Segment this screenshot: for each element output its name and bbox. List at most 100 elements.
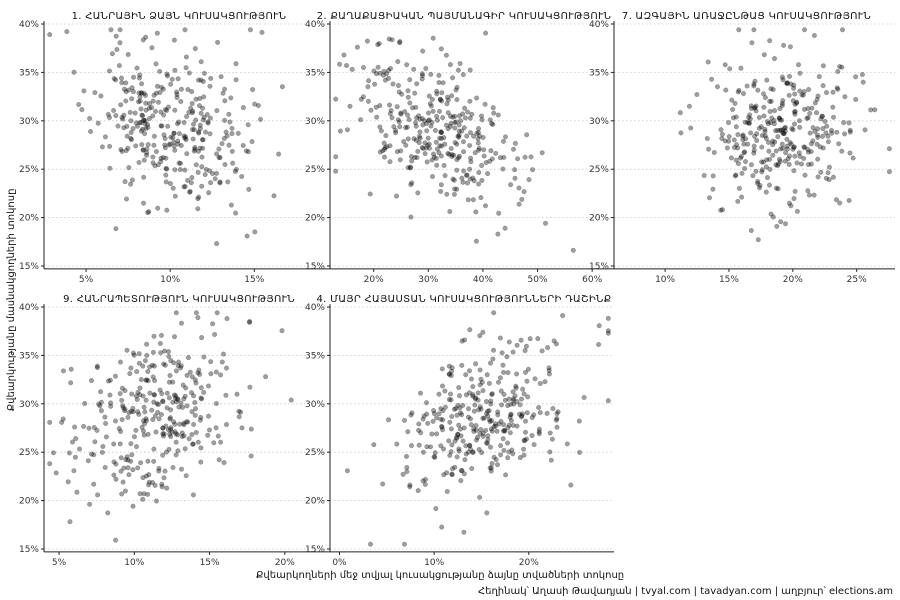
data-point (238, 409, 244, 415)
data-point (724, 145, 730, 151)
data-point (179, 430, 185, 436)
data-point (438, 443, 444, 449)
data-point (455, 431, 461, 437)
data-point (119, 114, 125, 120)
data-point (742, 165, 748, 171)
data-point (792, 111, 798, 117)
data-point (212, 332, 218, 338)
data-point (68, 380, 74, 386)
data-point (144, 121, 150, 127)
data-point (508, 401, 514, 407)
data-point (365, 98, 371, 104)
data-point (141, 117, 147, 123)
data-point (389, 37, 395, 43)
data-point (511, 146, 517, 152)
data-point (447, 452, 453, 458)
data-point (117, 27, 123, 33)
data-point (487, 465, 493, 471)
data-point (222, 86, 228, 92)
y-tick-label: 20% (19, 214, 39, 224)
data-point (791, 144, 797, 150)
data-point (755, 178, 761, 184)
data-point (438, 153, 444, 159)
data-point (419, 116, 425, 122)
data-point (731, 137, 737, 143)
data-point (195, 206, 201, 212)
data-point (119, 80, 125, 86)
data-point (489, 391, 495, 397)
data-point (488, 426, 494, 432)
data-point (427, 101, 433, 107)
data-point (129, 85, 135, 91)
data-point (371, 68, 377, 74)
data-point (801, 89, 807, 95)
data-point (458, 433, 464, 439)
data-point (130, 467, 136, 473)
data-point (529, 415, 535, 421)
data-point (68, 366, 74, 372)
data-point (423, 145, 429, 151)
data-point (485, 437, 491, 443)
data-point (216, 155, 222, 161)
data-point (387, 102, 393, 108)
data-point (750, 173, 756, 179)
data-point (201, 354, 207, 360)
data-point (429, 431, 435, 437)
data-point (792, 108, 798, 114)
data-point (830, 174, 836, 180)
data-point (200, 117, 206, 123)
data-point (133, 393, 139, 399)
data-point (368, 107, 374, 113)
data-point (245, 149, 251, 155)
data-point (417, 129, 423, 135)
data-point (496, 421, 502, 427)
data-point (778, 127, 784, 133)
data-point (98, 389, 104, 395)
data-point (122, 179, 128, 185)
data-point (805, 105, 811, 111)
data-point (140, 418, 146, 424)
data-point (501, 391, 507, 397)
data-point (797, 153, 803, 159)
x-tick-label: 5% (79, 275, 94, 285)
data-point (510, 451, 516, 457)
data-point (143, 397, 149, 403)
data-point (775, 134, 781, 140)
data-point (770, 142, 776, 148)
data-point (138, 90, 144, 96)
data-point (175, 141, 181, 147)
data-point (434, 117, 440, 123)
data-point (831, 114, 837, 120)
data-point (751, 150, 757, 156)
y-tick-label: 20% (19, 497, 39, 507)
data-point (164, 71, 170, 77)
data-point (408, 412, 414, 418)
data-point (405, 88, 411, 94)
data-point (790, 127, 796, 133)
data-point (191, 148, 197, 154)
data-point (470, 449, 476, 455)
data-point (471, 426, 477, 432)
data-point (514, 342, 520, 348)
data-point (168, 407, 174, 413)
data-point (129, 96, 135, 102)
data-point (216, 457, 222, 463)
data-point (753, 168, 759, 174)
data-point (408, 182, 414, 188)
data-point (756, 114, 762, 120)
data-point (159, 481, 165, 487)
data-point (199, 396, 205, 402)
data-point (767, 98, 773, 104)
data-point (252, 101, 258, 107)
data-point (129, 452, 135, 458)
data-point (150, 98, 156, 104)
data-point (751, 147, 757, 153)
data-point (162, 145, 168, 151)
data-point (551, 338, 557, 344)
data-point (167, 416, 173, 422)
data-point (498, 452, 504, 458)
data-point (475, 136, 481, 142)
data-point (134, 123, 140, 129)
data-point (829, 130, 835, 136)
data-point (67, 519, 73, 525)
